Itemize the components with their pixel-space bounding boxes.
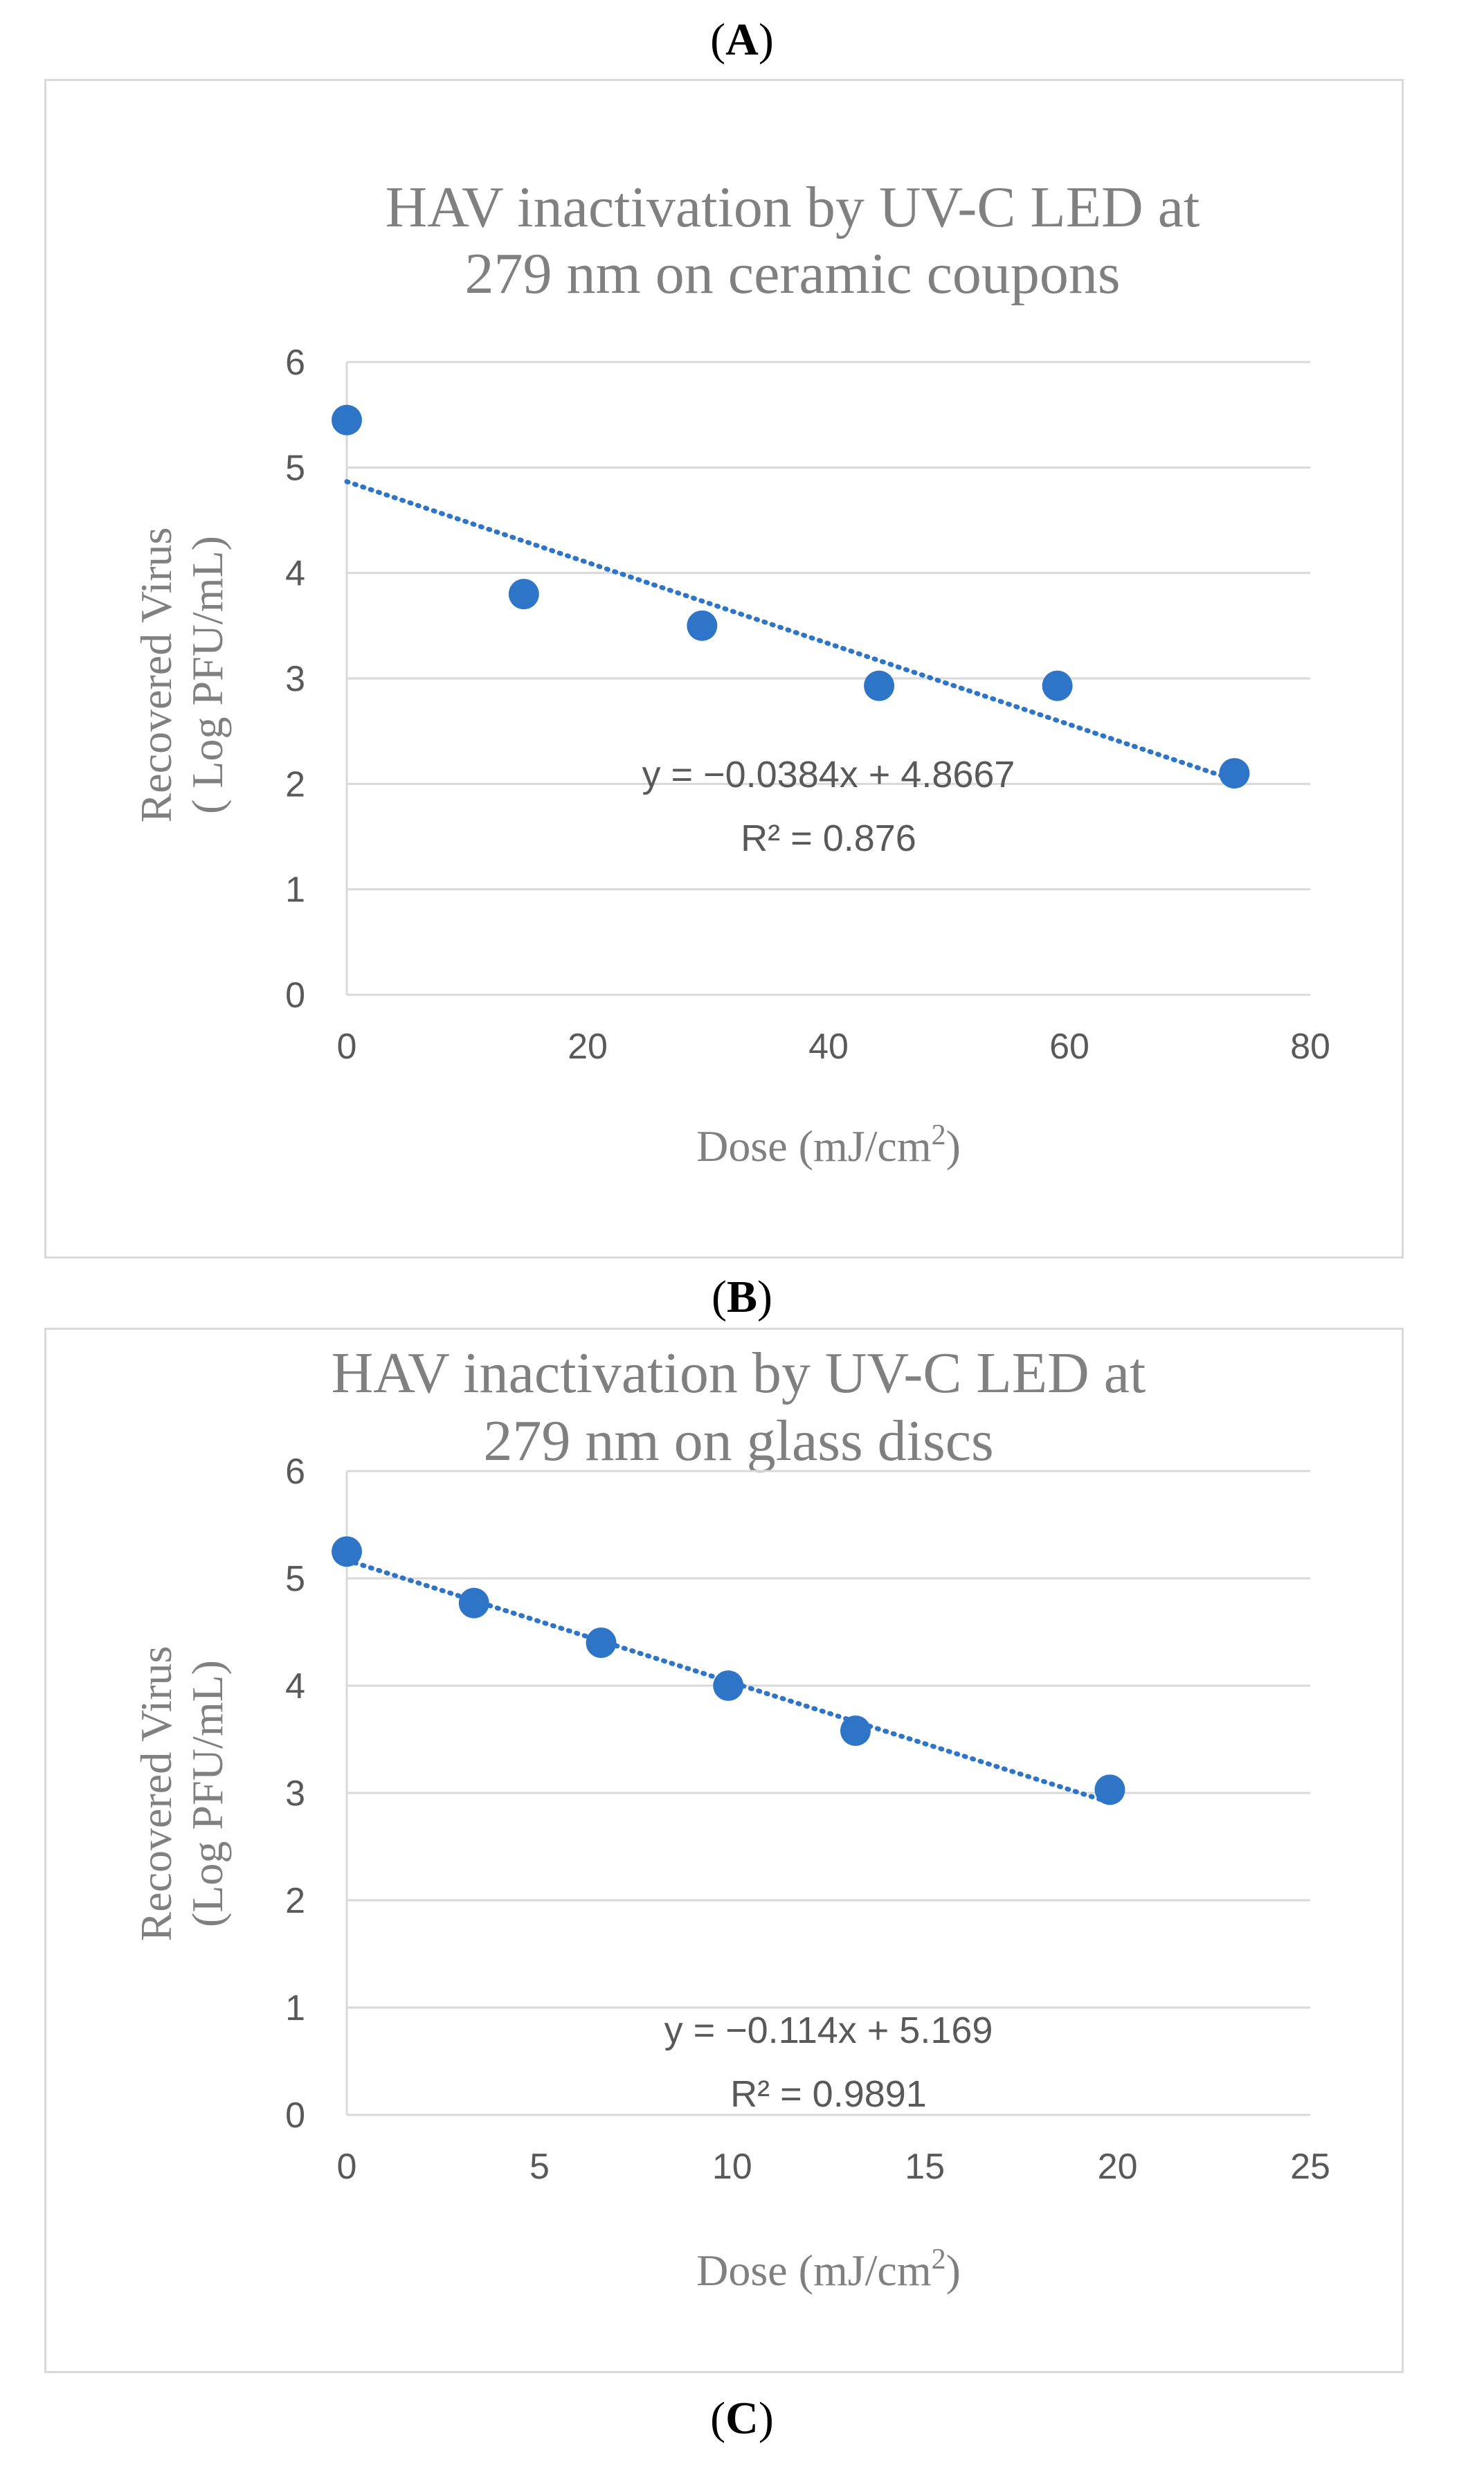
chart-title-line-1: HAV inactivation by UV-C LED at — [386, 175, 1200, 240]
panel-letter-b: B — [726, 1272, 758, 1322]
x-tick-label: 80 — [1290, 1027, 1330, 1067]
x-tick-label: 20 — [1098, 2147, 1138, 2187]
y-axis-title-line-2: (Log PFU/mL) — [183, 1660, 232, 1927]
panel-letter-a: A — [725, 15, 759, 65]
y-tick-label: 1 — [285, 1988, 305, 2028]
chart-title-line-2: 279 nm on glass discs — [483, 1409, 993, 1473]
chart-title-line-2: 279 nm on ceramic coupons — [464, 242, 1120, 306]
x-tick-label: 0 — [337, 1027, 357, 1067]
x-axis-title-main: Dose (mJ/cm — [696, 1121, 932, 1171]
chart-frame-b: HAV inactivation by UV-C LED at 279 nm on… — [44, 1328, 1404, 2373]
y-tick-label: 2 — [285, 764, 305, 804]
chart-frame-a: HAV inactivation by UV-C LED at 279 nm on… — [44, 79, 1404, 1259]
y-axis-title: Recovered Virus (Log PFU/mL) — [132, 1646, 232, 1942]
trendline — [344, 479, 1237, 783]
y-tick-label: 2 — [285, 1881, 305, 1921]
chart-title-line-1: HAV inactivation by UV-C LED at — [332, 1341, 1146, 1405]
data-point — [332, 404, 362, 435]
panel-label-b: (B) — [712, 1272, 772, 1322]
data-point — [713, 1670, 744, 1701]
r-squared-label: R² = 0.9891 — [730, 2073, 927, 2115]
trendline-equation: y = −0.114x + 5.169 — [664, 2010, 993, 2051]
data-point — [458, 1587, 489, 1619]
x-axis-title-main: Dose (mJ/cm — [696, 2246, 932, 2295]
y-tick-label: 6 — [285, 343, 305, 383]
trendline-equation: y = −0.0384x + 4.8667 — [642, 754, 1015, 795]
panel-label-c: (C) — [710, 2393, 774, 2444]
x-tick-label: 40 — [808, 1027, 849, 1067]
x-axis-title-end: ) — [946, 1121, 961, 1171]
x-axis-title: Dose (mJ/cm2) — [696, 2244, 961, 2295]
y-tick-label: 3 — [285, 1774, 305, 1814]
y-tick-label: 0 — [285, 2095, 305, 2136]
x-axis-title: Dose (mJ/cm2) — [696, 1119, 961, 1171]
data-point — [1042, 670, 1073, 701]
y-tick-label: 5 — [285, 1559, 305, 1599]
y-tick-label: 5 — [285, 448, 305, 488]
y-axis-title-line-2: ( Log PFU/mL) — [183, 536, 232, 814]
y-axis-title-line-1: Recovered Virus — [132, 528, 181, 823]
data-point — [687, 610, 718, 641]
data-point — [1094, 1774, 1125, 1805]
x-tick-label: 0 — [337, 2147, 357, 2187]
x-axis-title-end: ) — [946, 2246, 961, 2295]
y-axis-title: Recovered Virus( Log PFU/mL) — [132, 528, 232, 823]
y-tick-label: 6 — [285, 1452, 305, 1492]
panel-label-a: (A) — [710, 15, 774, 65]
x-tick-label: 10 — [712, 2147, 752, 2187]
data-point — [840, 1715, 871, 1747]
x-tick-label: 5 — [530, 2147, 550, 2187]
x-axis-title-superscript: 2 — [932, 2244, 946, 2275]
y-tick-label: 0 — [285, 975, 305, 1016]
data-point — [508, 579, 539, 610]
panel-letter-c: C — [725, 2393, 759, 2444]
x-tick-label: 25 — [1290, 2147, 1330, 2187]
x-tick-label: 15 — [905, 2147, 945, 2187]
y-tick-label: 4 — [285, 554, 305, 594]
r-squared-label: R² = 0.876 — [741, 818, 916, 859]
x-tick-label: 60 — [1049, 1027, 1089, 1067]
x-tick-label: 20 — [568, 1027, 608, 1067]
y-tick-label: 1 — [285, 870, 305, 910]
data-point — [1219, 758, 1250, 789]
y-axis-title-line-1: Recovered Virus — [132, 1646, 181, 1942]
data-point — [586, 1628, 617, 1658]
y-tick-label: 3 — [285, 659, 305, 699]
data-point — [864, 670, 895, 701]
data-point — [332, 1536, 362, 1567]
y-tick-label: 4 — [285, 1666, 305, 1706]
x-axis-title-superscript: 2 — [932, 1119, 946, 1151]
